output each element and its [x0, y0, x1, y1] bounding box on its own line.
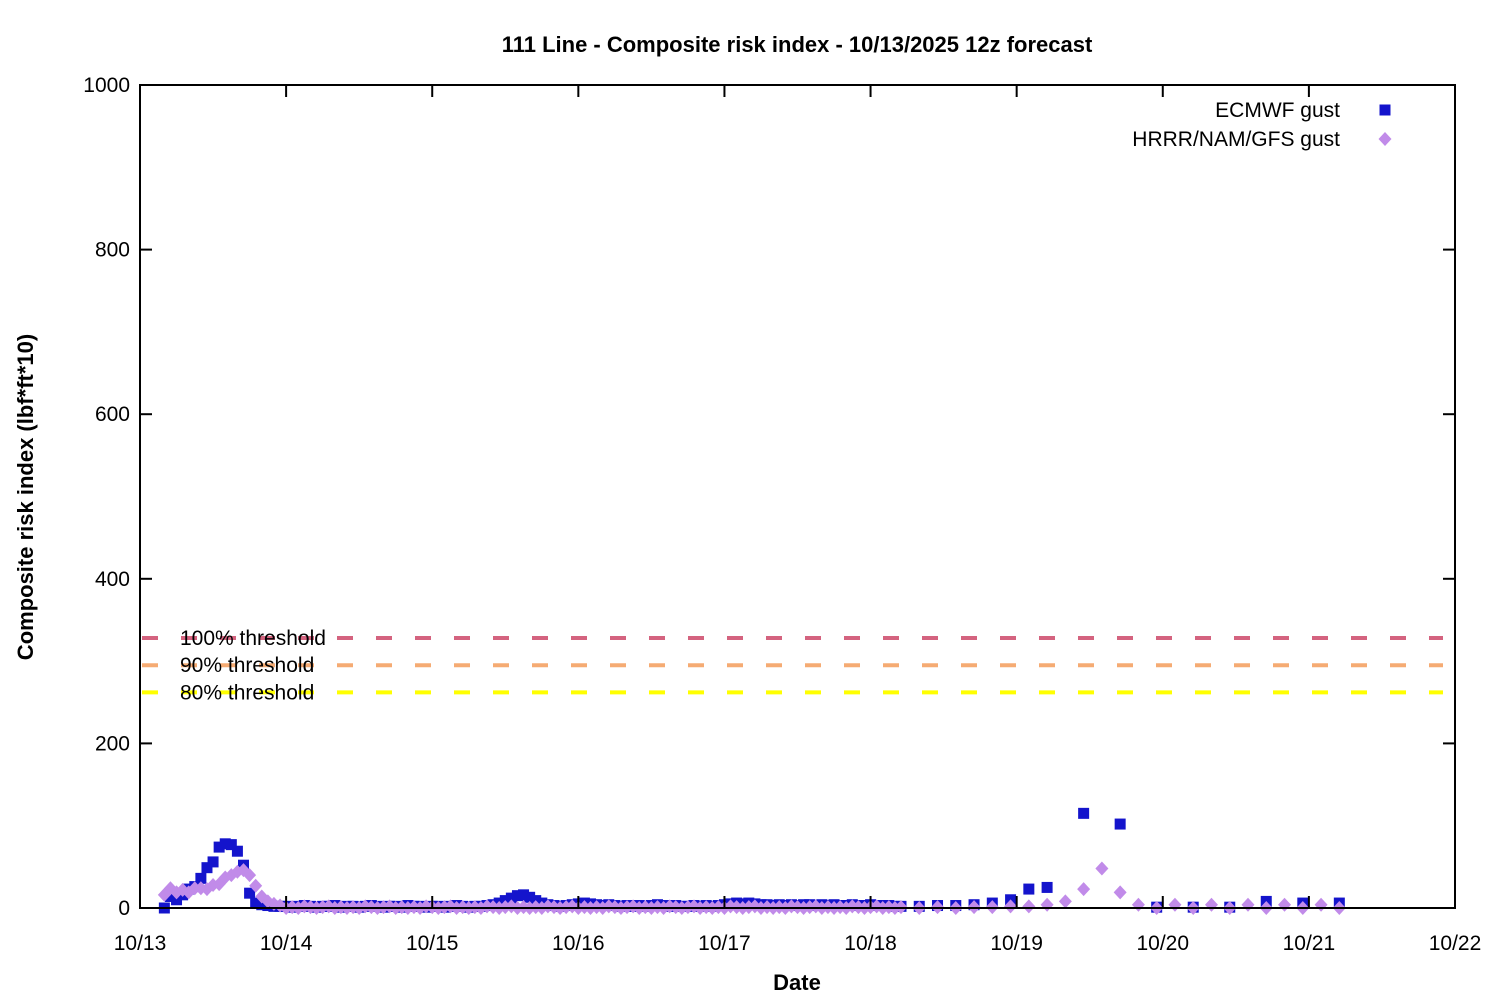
y-tick-label: 600 — [95, 403, 130, 426]
hrrr-point — [1241, 897, 1255, 912]
ecmwf-point — [225, 839, 237, 851]
ecmwf-point — [1114, 818, 1126, 830]
y-axis-title: Composite risk index (lbf*ft*10) — [13, 334, 38, 660]
x-tick-label: 10/14 — [260, 932, 313, 955]
legend-marker-hrrr — [1378, 132, 1392, 146]
x-tick-label: 10/20 — [1136, 932, 1189, 955]
x-tick-label: 10/15 — [406, 932, 459, 955]
ecmwf-point — [250, 897, 262, 909]
x-tick-label: 10/18 — [844, 932, 897, 955]
hrrr-point — [1113, 885, 1127, 900]
ecmwf-point — [213, 841, 225, 853]
ecmwf-point — [511, 890, 523, 902]
y-tick-label: 400 — [95, 568, 130, 591]
threshold-lines: 100% threshold 90% threshold 80% threshold — [142, 627, 1443, 704]
plot-border — [139, 84, 1456, 909]
x-tick-label: 10/22 — [1429, 932, 1482, 955]
hrrr-point — [1131, 897, 1145, 912]
series-ecmwf — [158, 807, 1345, 914]
threshold-label: 90% threshold — [180, 654, 314, 677]
hrrr-point — [261, 894, 275, 909]
y-tick-label: 200 — [95, 732, 130, 755]
threshold-label: 100% threshold — [180, 627, 326, 650]
legend-entry-label: ECMWF gust — [1215, 99, 1340, 122]
data-points — [157, 807, 1346, 915]
hrrr-point — [1004, 899, 1018, 914]
axis-ticks: 10/13 10/14 10/15 10/16 10/17 10/18 10/19 10/20… — [83, 74, 1481, 955]
ecmwf-point — [201, 862, 213, 874]
legend-entry-label: HRRR/NAM/GFS gust — [1132, 128, 1340, 151]
hrrr-point — [1022, 899, 1036, 914]
hrrr-point — [1168, 897, 1182, 912]
hrrr-point — [1278, 897, 1292, 912]
ecmwf-point — [164, 890, 176, 902]
x-tick-label: 10/13 — [114, 932, 167, 955]
hrrr-point — [249, 878, 263, 893]
threshold-label: 80% threshold — [180, 681, 314, 704]
ecmwf-point — [231, 845, 243, 857]
hrrr-point — [1077, 882, 1091, 897]
legend: ECMWF gust HRRR/NAM/GFS gust — [1132, 99, 1392, 151]
hrrr-point — [1040, 897, 1054, 912]
ecmwf-point — [1078, 807, 1090, 819]
hrrr-point — [1095, 861, 1109, 876]
ecmwf-point — [207, 856, 219, 868]
x-tick-label: 10/17 — [698, 932, 751, 955]
x-axis-title: Date — [773, 970, 821, 995]
y-tick-label: 800 — [95, 239, 130, 262]
ecmwf-point — [195, 872, 207, 884]
x-tick-label: 10/19 — [990, 932, 1043, 955]
hrrr-point — [1314, 897, 1328, 912]
ecmwf-point — [1023, 883, 1035, 895]
ecmwf-point — [256, 899, 268, 911]
x-tick-label: 10/16 — [552, 932, 605, 955]
y-tick-label: 0 — [118, 897, 130, 920]
hrrr-point — [1058, 894, 1072, 909]
series-hrrr — [157, 861, 1346, 915]
plot-frame — [139, 84, 1456, 909]
ecmwf-point — [171, 894, 183, 906]
ecmwf-point — [524, 891, 536, 903]
x-tick-label: 10/21 — [1283, 932, 1336, 955]
y-tick-label: 1000 — [83, 74, 130, 97]
hrrr-point — [243, 868, 257, 883]
ecmwf-point — [518, 889, 530, 901]
chart-title: 111 Line - Composite risk index - 10/13/… — [502, 32, 1093, 57]
ecmwf-point — [219, 838, 231, 850]
hrrr-point — [1204, 897, 1218, 912]
ecmwf-point — [1041, 881, 1053, 893]
ecmwf-point — [244, 887, 256, 899]
legend-marker-ecmwf — [1379, 104, 1391, 116]
ecmwf-point — [505, 892, 517, 904]
